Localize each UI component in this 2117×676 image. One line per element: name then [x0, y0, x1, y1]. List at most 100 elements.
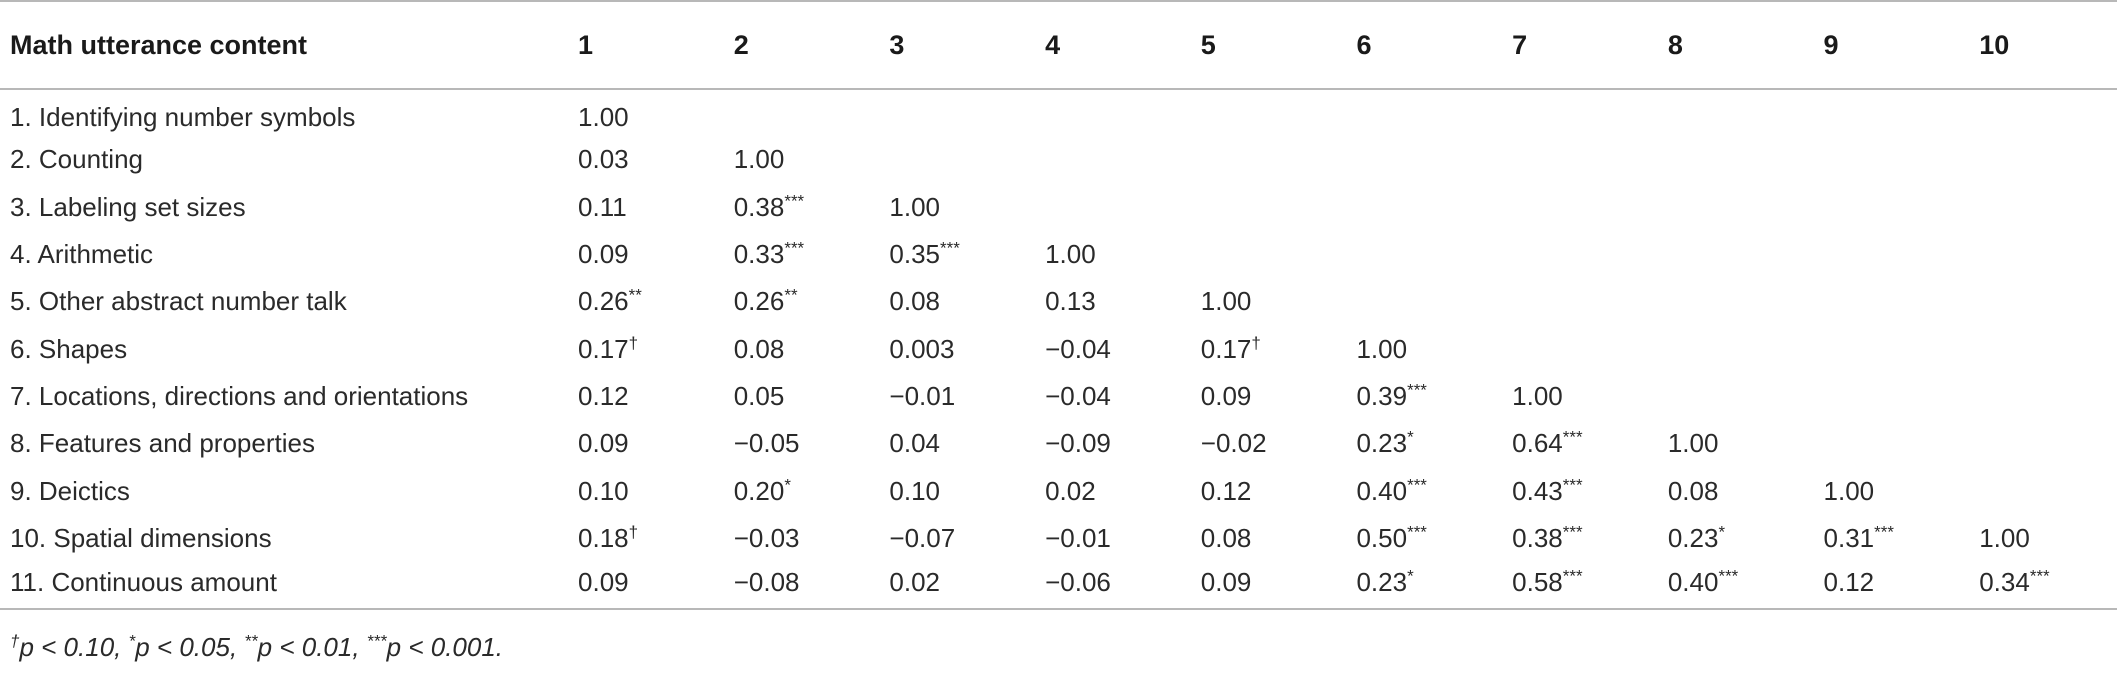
table-cell	[1494, 325, 1650, 372]
table-cell	[1650, 373, 1806, 420]
table-cell: −0.05	[733, 428, 800, 459]
column-header-7: 7	[1494, 0, 1650, 90]
column-header-6: 6	[1338, 0, 1495, 90]
table-cell: 0.04	[889, 428, 941, 459]
table-cell: 0.23*	[1667, 522, 1726, 553]
table-cell	[1650, 184, 1806, 231]
table-cell: 0.08	[1200, 522, 1252, 553]
table-cell	[1183, 136, 1339, 183]
table-cell: 1.00	[1200, 286, 1252, 317]
table-row: 5. Other abstract number talk 0.26** 0.26*…	[0, 278, 2117, 325]
table-cell: 0.003	[889, 333, 955, 364]
column-header-4: 4	[1027, 0, 1183, 90]
table-row: 10. Spatial dimensions 0.18† −0.03 −0.07 −0.…	[0, 515, 2117, 562]
table-cell	[1650, 325, 1806, 372]
table-cell: −0.04	[1045, 333, 1111, 364]
table-row: 9. Deictics 0.10 0.20* 0.10 0.02 0.12 0.40*** 0…	[0, 467, 2117, 514]
table-cell: 0.02	[1045, 475, 1096, 506]
table-cell: 0.26**	[733, 285, 798, 317]
table-cell: 0.64***	[1512, 427, 1583, 459]
table-row: 11. Continuous amount 0.09 −0.08 0.02 −0.06 0…	[0, 561, 2117, 611]
table-cell: 0.18†	[578, 522, 639, 553]
table-cell: 0.05	[733, 380, 785, 411]
row-label: 11. Continuous amount	[0, 561, 561, 611]
row-label: 6. Shapes	[10, 333, 128, 364]
table-cell: 1.00	[1512, 380, 1563, 411]
table-cell: 0.17†	[578, 332, 639, 364]
table-cell: 0.33***	[733, 238, 805, 270]
column-header-9: 9	[1805, 0, 1962, 90]
table-cell: 0.09	[1200, 380, 1252, 411]
table-cell: 0.09	[560, 561, 716, 611]
table-cell	[1961, 373, 2117, 420]
row-label: 1. Identifying number symbols	[10, 101, 356, 132]
table-row: 1. Identifying number symbols 1.00	[0, 89, 2117, 136]
table-cell	[1961, 420, 2117, 467]
table-cell: 0.08	[889, 286, 941, 317]
table-cell	[1806, 420, 1962, 467]
row-label: 5. Other abstract number talk	[10, 286, 347, 317]
table-cell: 0.11	[578, 191, 627, 222]
table-cell	[1806, 278, 1962, 325]
table-cell	[1338, 231, 1494, 278]
table-cell	[1650, 278, 1806, 325]
table-cell: 0.17†	[1200, 332, 1261, 364]
table-footnote: †p < 0.10, *p < 0.05, **p < 0.01, ***p <…	[10, 631, 504, 662]
table-cell: 0.35***	[889, 238, 960, 270]
table-cell: 0.12	[578, 380, 629, 411]
table-cell	[871, 89, 1027, 136]
table-cell	[1183, 184, 1339, 231]
table-cell: 1.00	[1823, 475, 1875, 506]
table-cell: 0.23*	[1338, 561, 1495, 611]
table-cell	[1183, 89, 1339, 136]
table-cell	[1494, 184, 1650, 231]
table-body: 1. Identifying number symbols 1.00 2. Coun…	[0, 89, 2117, 611]
table-cell: −0.03	[733, 522, 800, 553]
table-cell: 0.26**	[578, 285, 642, 317]
table-cell: 0.03	[578, 144, 629, 175]
table-cell	[871, 136, 1027, 183]
table-cell	[1806, 136, 1962, 183]
correlation-table: Math utterance content 1 2 3 4 5 6 7 8 9 10 1. Ide…	[0, 0, 2117, 611]
column-header-5: 5	[1182, 0, 1339, 90]
table-cell: 0.58***	[1494, 561, 1650, 611]
table-cell	[1494, 231, 1650, 278]
table-cell	[1806, 89, 1962, 136]
table-cell: −0.04	[1045, 380, 1111, 411]
table-cell	[1961, 231, 2117, 278]
table-cell: −0.09	[1045, 428, 1111, 459]
table-header-row: Math utterance content 1 2 3 4 5 6 7 8 9 10	[0, 0, 2117, 90]
table-cell: 1.00	[578, 101, 629, 132]
table-cell: 0.02	[871, 561, 1028, 611]
table-cell: 1.00	[1667, 428, 1719, 459]
table-row: 8. Features and properties 0.09 −0.05 0.04 −…	[0, 420, 2117, 467]
table-cell	[1806, 325, 1962, 372]
table-cell: 0.43***	[1512, 474, 1583, 506]
table-cell: 1.00	[733, 144, 785, 175]
table-row: 7. Locations, directions and orientation…	[0, 373, 2117, 420]
table-cell	[1494, 89, 1650, 136]
table-cell	[1027, 184, 1183, 231]
table-cell	[1806, 184, 1962, 231]
table-cell: 0.12	[1200, 475, 1252, 506]
table-cell	[1806, 373, 1962, 420]
table-cell	[1338, 89, 1494, 136]
table-cell	[716, 89, 872, 136]
row-label: 10. Spatial dimensions	[10, 522, 272, 553]
column-header-label: Math utterance content	[0, 0, 561, 90]
table-cell: 0.08	[733, 333, 785, 364]
table-cell: −0.06	[1027, 561, 1183, 611]
row-label: 7. Locations, directions and orientation…	[10, 380, 469, 411]
table-cell	[1961, 184, 2117, 231]
table-cell	[1338, 278, 1494, 325]
table-cell: 0.09	[1182, 561, 1339, 611]
table-cell	[1027, 136, 1183, 183]
table-cell: 0.09	[578, 428, 629, 459]
table-row: 3. Labeling set sizes 0.11 0.38*** 1.00	[0, 184, 2117, 231]
row-label: 3. Labeling set sizes	[10, 191, 246, 222]
table-cell	[1806, 231, 1962, 278]
table-cell: 1.00	[889, 191, 941, 222]
table-cell	[1650, 136, 1806, 183]
table-cell: 0.38***	[1512, 522, 1583, 553]
